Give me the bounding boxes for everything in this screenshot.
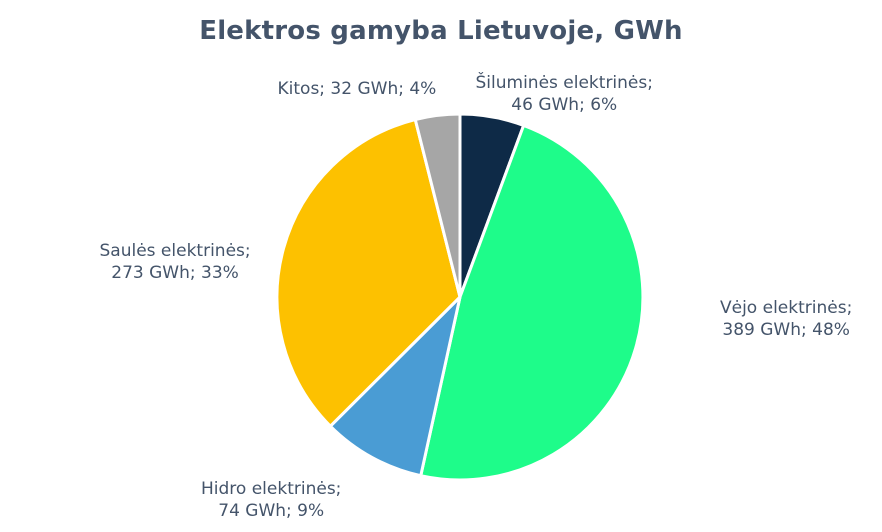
chart-title: Elektros gamyba Lietuvoje, GWh: [199, 16, 683, 46]
slice-label-line1: Kitos; 32 GWh; 4%: [277, 79, 437, 99]
slice-label-line1: Vėjo elektrinės;: [720, 298, 853, 318]
slice-label-line2: 273 GWh; 33%: [111, 263, 239, 283]
slice-label-2: Vėjo elektrinės; 389 GWh; 48%: [720, 297, 852, 341]
pie-slice-2: [419, 123, 645, 482]
slice-label-3: Hidro elektrinės; 74 GWh; 9%: [201, 478, 341, 522]
slice-label-line1: Hidro elektrinės;: [201, 479, 342, 499]
slice-label-line2: 74 GWh; 9%: [218, 501, 325, 521]
pie-slice-4: [275, 118, 462, 428]
slice-label-line1: Saulės elektrinės;: [99, 241, 251, 261]
slice-label-4: Saulės elektrinės; 273 GWh; 33%: [100, 240, 251, 284]
slice-label-5: Kitos; 32 GWh; 4%: [278, 78, 437, 100]
slice-label-1: Šiluminės elektrinės; 46 GWh; 6%: [476, 72, 653, 116]
slice-label-line1: Šiluminės elektrinės;: [475, 73, 653, 93]
pie-slice-3: [328, 295, 462, 478]
slice-label-line2: 46 GWh; 6%: [511, 95, 618, 115]
pie-slice-5: [413, 112, 462, 299]
slice-label-line2: 389 GWh; 48%: [722, 320, 850, 340]
